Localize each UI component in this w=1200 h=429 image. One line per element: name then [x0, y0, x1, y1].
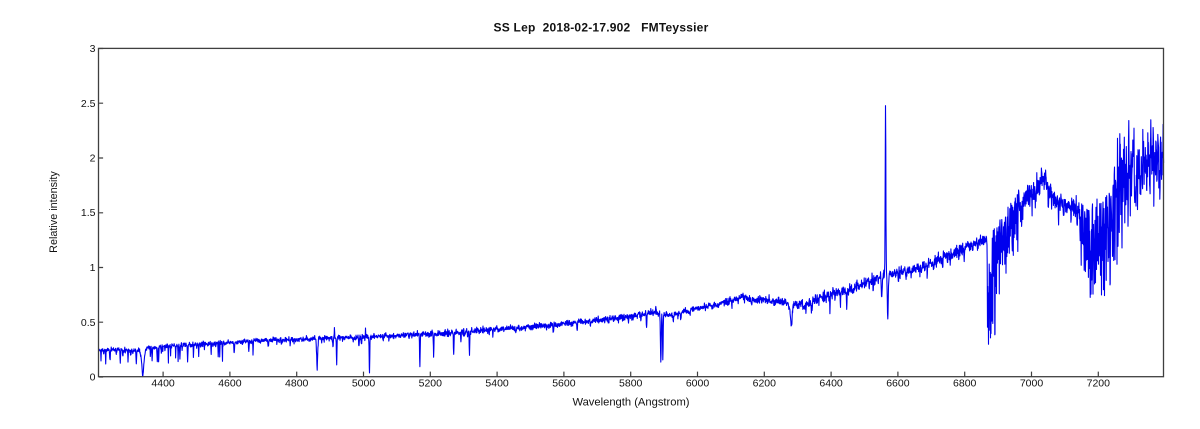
svg-text:5800: 5800 [619, 377, 643, 389]
svg-text:6000: 6000 [686, 377, 710, 389]
svg-text:5600: 5600 [552, 377, 576, 389]
svg-text:5200: 5200 [419, 377, 443, 389]
svg-text:0: 0 [90, 372, 96, 384]
svg-text:2: 2 [90, 153, 96, 165]
svg-text:7200: 7200 [1087, 377, 1111, 389]
svg-text:SS Lep 2018-02-17.902 FMTey: SS Lep 2018-02-17.902 FMTeyssier [494, 21, 709, 35]
svg-text:3: 3 [90, 43, 96, 55]
svg-text:6200: 6200 [753, 377, 777, 389]
svg-text:Relative intensity: Relative intensity [48, 171, 60, 253]
svg-text:1.5: 1.5 [81, 207, 96, 219]
svg-text:5400: 5400 [485, 377, 509, 389]
svg-text:2.5: 2.5 [81, 98, 96, 110]
svg-text:1: 1 [90, 262, 96, 274]
svg-text:4600: 4600 [218, 377, 242, 389]
svg-text:Wavelength (Angstrom): Wavelength (Angstrom) [572, 397, 689, 409]
svg-text:5000: 5000 [352, 377, 376, 389]
svg-text:4800: 4800 [285, 377, 309, 389]
svg-text:0.5: 0.5 [81, 317, 96, 329]
svg-text:7000: 7000 [1020, 377, 1044, 389]
svg-text:6800: 6800 [953, 377, 977, 389]
svg-text:6400: 6400 [819, 377, 843, 389]
svg-text:4400: 4400 [151, 377, 175, 389]
svg-text:6600: 6600 [886, 377, 910, 389]
